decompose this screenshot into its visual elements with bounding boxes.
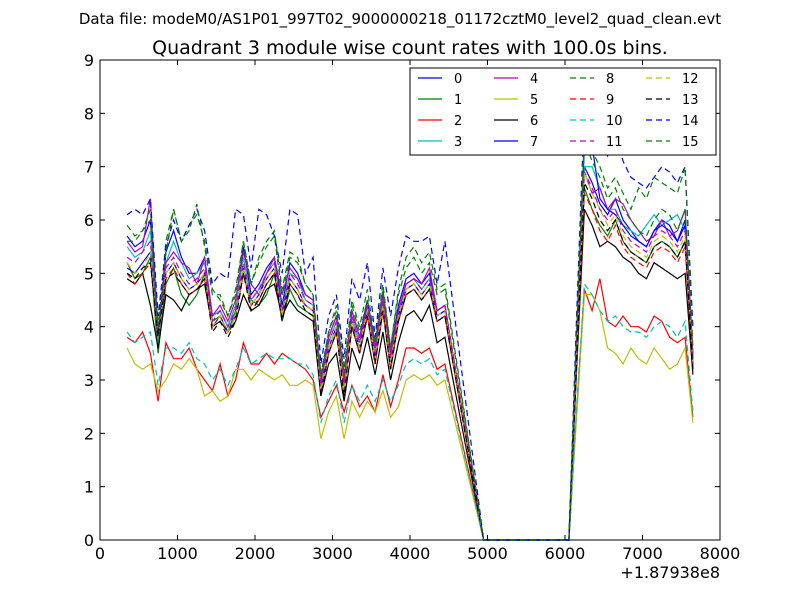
x-tick-label: 7000 [622, 544, 663, 563]
y-tick-label: 9 [84, 51, 94, 70]
legend-label-7: 7 [530, 135, 538, 150]
legend-label-12: 12 [682, 72, 699, 87]
y-tick-label: 4 [84, 318, 94, 337]
series-line-12 [126, 171, 694, 541]
x-tick-label: 5000 [467, 544, 508, 563]
legend-label-6: 6 [530, 114, 538, 129]
series-line-5 [126, 294, 694, 541]
series-line-11 [126, 171, 694, 541]
x-tick-label: 1000 [157, 544, 198, 563]
x-tick-label: 0 [95, 544, 105, 563]
legend-label-13: 13 [682, 93, 699, 108]
series-layer [126, 95, 694, 541]
x-tick-label: 3000 [312, 544, 353, 563]
chart-title: Quadrant 3 module wise count rates with … [152, 37, 668, 59]
legend-label-10: 10 [606, 114, 623, 129]
series-line-6 [126, 209, 694, 541]
axis-layer: 0 1000 2000 3000 4000 5000 6000 7000 80000123456… [84, 51, 741, 563]
x-tick-label: 2000 [235, 544, 276, 563]
series-line-15 [127, 134, 694, 541]
y-tick-label: 1 [84, 478, 94, 497]
legend-label-11: 11 [606, 135, 623, 150]
y-tick-label: 2 [84, 424, 94, 443]
y-tick-label: 8 [84, 104, 94, 123]
series-line-9 [126, 193, 694, 541]
x-tick-label: 4000 [390, 544, 431, 563]
series-line-4 [126, 171, 694, 541]
legend-label-5: 5 [530, 93, 538, 108]
data-file-header: Data file: modeM0/AS1P01_997T02_90000002… [79, 10, 721, 29]
legend-label-3: 3 [454, 135, 462, 150]
y-tick-label: 5 [84, 264, 94, 283]
x-offset-label: +1.87938e8 [620, 563, 720, 582]
series-line-8 [126, 139, 694, 541]
legend-label-2: 2 [454, 114, 462, 129]
legend-label-0: 0 [454, 72, 462, 87]
legend-label-4: 4 [530, 72, 538, 87]
y-tick-label: 0 [84, 531, 94, 550]
series-line-13 [126, 182, 694, 541]
legend-label-14: 14 [682, 114, 699, 129]
y-tick-label: 3 [84, 371, 94, 390]
legend-label-15: 15 [682, 135, 699, 150]
series-line-10 [126, 282, 694, 541]
series-line-2 [126, 278, 694, 541]
y-tick-label: 7 [84, 158, 94, 177]
y-tick-label: 6 [84, 211, 94, 230]
legend-label-9: 9 [606, 93, 614, 108]
legend-label-8: 8 [606, 72, 614, 87]
x-tick-label: 6000 [545, 544, 586, 563]
legend-frame [409, 67, 717, 156]
x-tick-label: 8000 [700, 544, 741, 563]
legend-label-1: 1 [454, 93, 462, 108]
